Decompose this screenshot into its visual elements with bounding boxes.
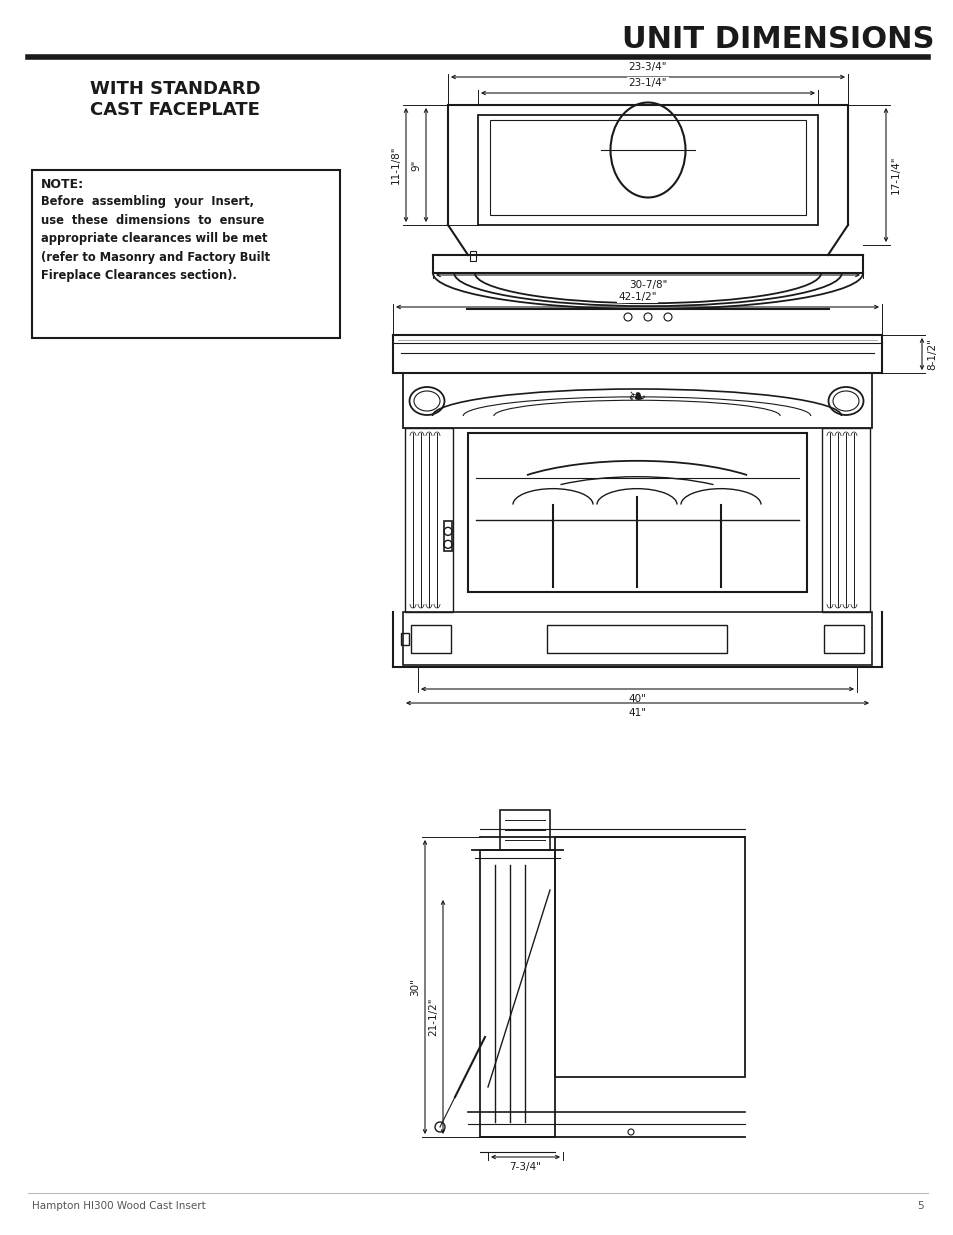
Text: 11-1/8": 11-1/8" [391, 146, 400, 184]
Text: 23-3/4": 23-3/4" [628, 62, 666, 72]
Text: WITH STANDARD
CAST FACEPLATE: WITH STANDARD CAST FACEPLATE [90, 80, 260, 119]
Text: 42-1/2": 42-1/2" [618, 291, 656, 303]
Bar [443, 521, 452, 551]
Text: 30-7/8": 30-7/8" [628, 280, 666, 290]
Bar [470, 251, 476, 261]
Text: Before  assembling  your  Insert,
use  these  dimensions  to  ensure
appropriate: Before assembling your Insert, use these… [41, 195, 270, 282]
Text: 40": 40" [628, 694, 646, 704]
Bar [402, 373, 871, 429]
Bar [546, 625, 726, 653]
Bar [555, 837, 744, 1077]
Text: 9": 9" [411, 159, 420, 170]
Text: 5: 5 [917, 1200, 923, 1212]
Bar [405, 429, 453, 613]
Text: NOTE:: NOTE: [41, 178, 84, 191]
Bar [821, 429, 869, 613]
Text: 8-1/2": 8-1/2" [926, 338, 936, 370]
Text: 17-1/4": 17-1/4" [890, 156, 900, 194]
Bar [411, 625, 451, 653]
Text: 7-3/4": 7-3/4" [509, 1162, 541, 1172]
Text: 41": 41" [628, 708, 646, 718]
Bar [32, 170, 339, 338]
Bar [400, 634, 409, 645]
Text: Hampton HI300 Wood Cast Insert: Hampton HI300 Wood Cast Insert [32, 1200, 206, 1212]
Bar [499, 810, 550, 850]
Text: 30": 30" [410, 978, 419, 995]
Bar [479, 850, 555, 1137]
Bar [490, 120, 805, 215]
Bar [477, 115, 817, 225]
Bar [823, 625, 863, 653]
Bar [402, 613, 871, 664]
Text: 23-1/4": 23-1/4" [628, 78, 666, 88]
Text: UNIT DIMENSIONS: UNIT DIMENSIONS [622, 25, 934, 54]
Text: ❧: ❧ [627, 388, 645, 408]
Text: 21-1/2": 21-1/2" [428, 998, 437, 1036]
Bar [468, 433, 806, 592]
